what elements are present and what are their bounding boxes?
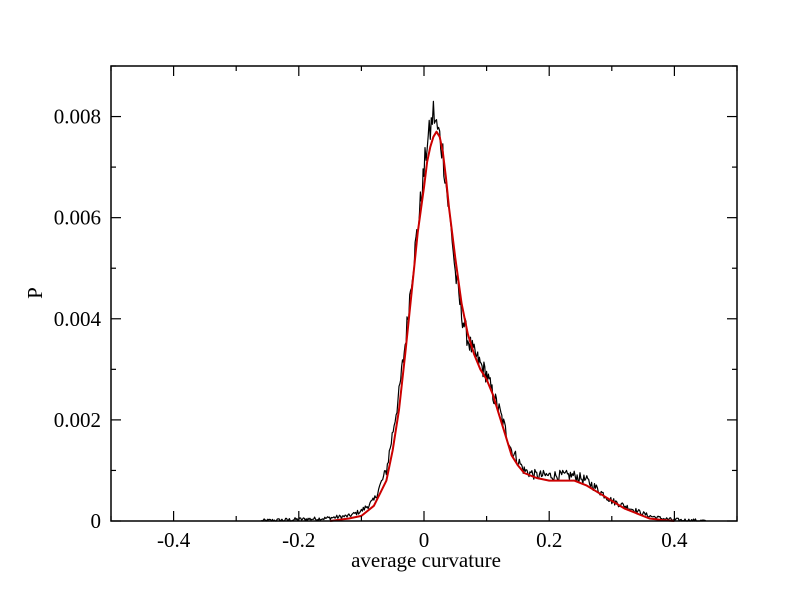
y-axis-label: P	[23, 287, 47, 299]
plot-lines	[260, 100, 707, 522]
y-tick-label: 0.002	[54, 408, 101, 432]
y-tick-label: 0.004	[54, 307, 102, 331]
x-tick-label: 0.2	[536, 528, 562, 552]
x-axis-label: average curvature	[351, 548, 501, 572]
y-tick-label: 0.006	[54, 206, 101, 230]
x-tick-label: -0.4	[157, 528, 191, 552]
series-line-1	[329, 130, 675, 522]
series-line-0	[260, 100, 707, 522]
y-tick-label: 0	[91, 509, 102, 533]
y-tick-label: 0.008	[54, 105, 101, 129]
plot-frame	[110, 65, 738, 522]
x-tick-label: 0.4	[661, 528, 688, 552]
x-tick-label: -0.2	[282, 528, 315, 552]
axis-ticks	[110, 65, 738, 522]
x-tick-label: 0	[419, 528, 430, 552]
tick-labels: -0.4 -0.2 0 0.2 0.4 0 0.002 0.004 0.006 0.008	[54, 105, 688, 552]
